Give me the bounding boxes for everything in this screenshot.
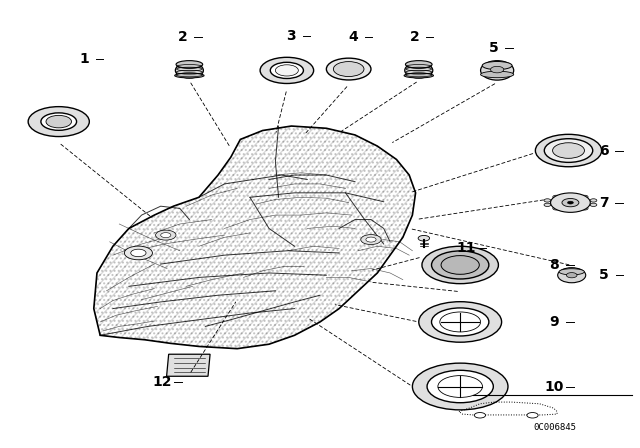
Ellipse shape [544, 203, 551, 207]
Ellipse shape [441, 256, 479, 274]
Ellipse shape [440, 312, 481, 332]
Ellipse shape [544, 199, 551, 202]
Ellipse shape [482, 61, 512, 69]
Ellipse shape [481, 71, 514, 78]
Ellipse shape [581, 195, 588, 198]
Text: 3: 3 [287, 29, 296, 43]
Ellipse shape [559, 269, 584, 275]
Text: 5: 5 [599, 268, 609, 282]
Ellipse shape [28, 107, 90, 137]
Text: 11: 11 [457, 241, 476, 255]
Ellipse shape [566, 272, 577, 278]
Ellipse shape [438, 375, 483, 397]
Ellipse shape [418, 236, 429, 241]
Ellipse shape [474, 413, 486, 418]
Ellipse shape [562, 198, 579, 207]
Ellipse shape [176, 60, 203, 68]
Text: 12: 12 [153, 375, 172, 389]
Ellipse shape [550, 193, 590, 212]
Text: 2: 2 [178, 30, 188, 44]
Ellipse shape [404, 63, 433, 78]
Ellipse shape [431, 251, 489, 279]
Ellipse shape [590, 199, 597, 202]
Text: 4: 4 [348, 30, 358, 43]
Ellipse shape [422, 246, 499, 284]
Ellipse shape [175, 63, 204, 78]
Ellipse shape [41, 113, 77, 130]
Text: 7: 7 [599, 196, 609, 210]
Ellipse shape [333, 61, 364, 77]
Polygon shape [94, 126, 415, 349]
Ellipse shape [557, 267, 586, 283]
Ellipse shape [568, 201, 573, 204]
Ellipse shape [175, 73, 204, 78]
Text: 1: 1 [79, 52, 89, 66]
Text: 10: 10 [545, 379, 564, 393]
Ellipse shape [131, 249, 146, 257]
Ellipse shape [275, 65, 298, 76]
Ellipse shape [536, 134, 602, 167]
Ellipse shape [552, 143, 584, 158]
Text: 8: 8 [550, 258, 559, 272]
Ellipse shape [326, 58, 371, 80]
Ellipse shape [46, 116, 72, 128]
Ellipse shape [404, 73, 433, 78]
Ellipse shape [553, 195, 559, 198]
Ellipse shape [161, 233, 171, 237]
Text: 0C006845: 0C006845 [533, 423, 576, 432]
Ellipse shape [567, 194, 574, 197]
Ellipse shape [431, 308, 489, 336]
Ellipse shape [553, 207, 559, 210]
Ellipse shape [590, 203, 597, 207]
Ellipse shape [412, 363, 508, 410]
Ellipse shape [544, 139, 593, 162]
Ellipse shape [124, 246, 152, 260]
Ellipse shape [406, 60, 432, 68]
Ellipse shape [527, 413, 538, 418]
Ellipse shape [419, 302, 502, 342]
Text: 9: 9 [550, 315, 559, 329]
Ellipse shape [490, 66, 504, 73]
Text: 2: 2 [410, 30, 419, 43]
Ellipse shape [260, 57, 314, 83]
Ellipse shape [481, 60, 514, 80]
Text: 5: 5 [489, 41, 499, 55]
Text: 6: 6 [599, 143, 609, 158]
Ellipse shape [270, 62, 303, 78]
Ellipse shape [581, 207, 588, 210]
Polygon shape [166, 354, 210, 376]
Ellipse shape [366, 237, 376, 242]
Ellipse shape [156, 230, 176, 240]
Ellipse shape [567, 208, 574, 211]
Ellipse shape [361, 235, 381, 245]
Ellipse shape [427, 370, 493, 403]
